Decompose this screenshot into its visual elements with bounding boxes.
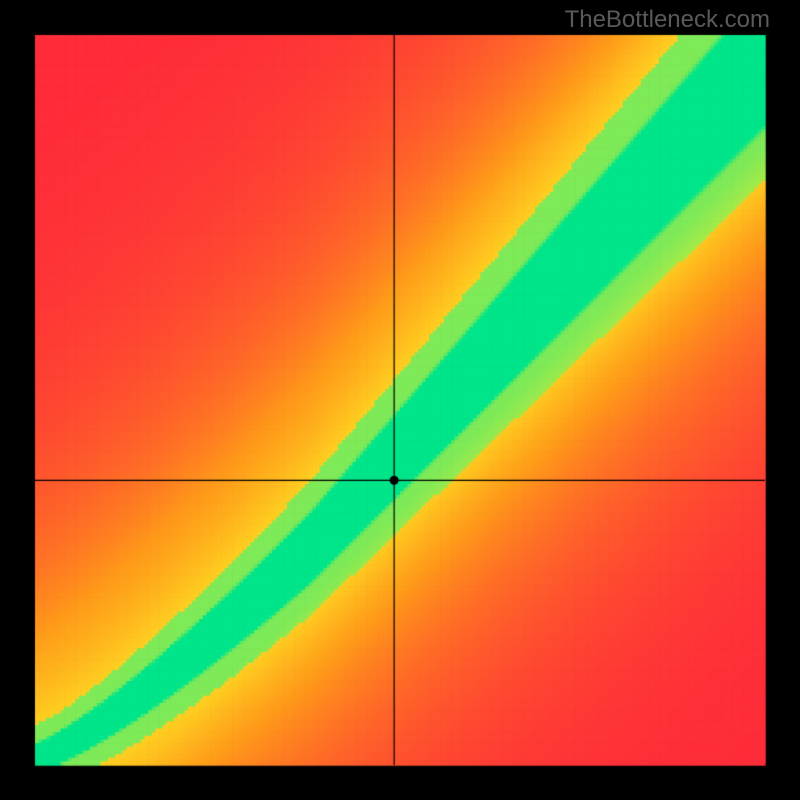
bottleneck-heatmap bbox=[0, 0, 800, 800]
watermark-text: TheBottleneck.com bbox=[565, 6, 770, 34]
